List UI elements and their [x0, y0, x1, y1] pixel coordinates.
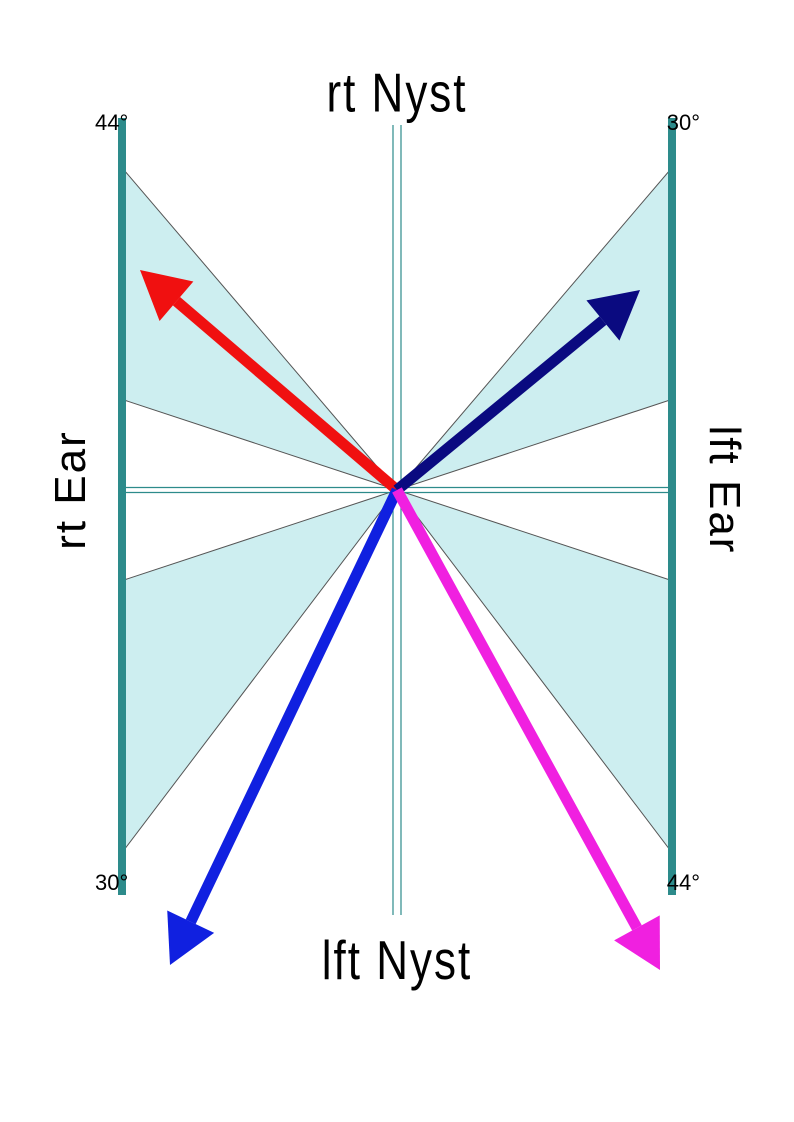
angle-label-top_left: 44° [95, 110, 128, 135]
label-right: lft Ear [700, 426, 749, 555]
diagram-canvas: 44° 30° 30° 44° rt Nyst lft Nyst rt Ear lft Ear [0, 0, 794, 1122]
label-bottom: lft Nyst [322, 929, 472, 991]
angle-label-top_right: 30° [667, 110, 700, 135]
label-left: rt Ear [46, 430, 95, 550]
label-top: rt Nyst [326, 62, 467, 124]
angle-label-bottom_right: 44° [667, 870, 700, 895]
angle-label-bottom_left: 30° [95, 870, 128, 895]
